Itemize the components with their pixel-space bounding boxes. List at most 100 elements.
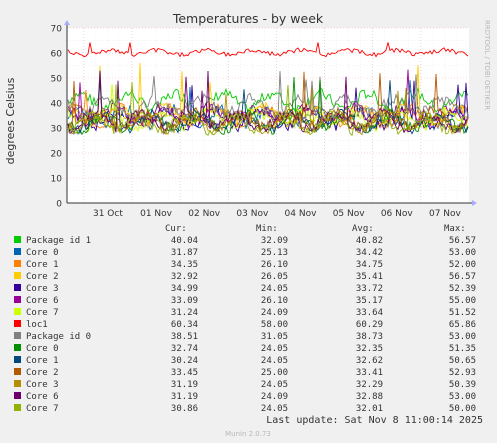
y-axis-arrow <box>64 20 70 25</box>
legend-cur-value: 30.86 <box>171 404 198 414</box>
legend-min-value: 26.05 <box>261 272 288 282</box>
legend-series-name: Core 1 <box>26 260 59 270</box>
legend-avg-value: 32.29 <box>356 380 383 390</box>
legend-swatch <box>14 368 21 375</box>
legend-min-value: 31.05 <box>261 332 288 342</box>
legend-swatch <box>14 332 21 339</box>
legend-min-value: 24.09 <box>261 392 288 402</box>
legend-avg-value: 33.41 <box>356 368 383 378</box>
legend-series-name: Core 2 <box>26 272 59 282</box>
legend-swatch <box>14 356 21 363</box>
legend-cur-value: 31.19 <box>171 380 198 390</box>
legend-avg-value: 32.88 <box>356 392 383 402</box>
series-line <box>67 71 469 121</box>
legend-avg-value: 35.41 <box>356 272 383 282</box>
legend-max-value: 52.93 <box>449 368 476 378</box>
legend-cur-value: 38.51 <box>171 332 198 342</box>
legend-max-value: 52.00 <box>449 260 476 270</box>
legend-series-name: Core 7 <box>26 308 59 318</box>
legend-avg-value: 40.82 <box>356 236 383 246</box>
legend-avg-value: 32.62 <box>356 356 383 366</box>
y-tick-label: 30 <box>51 125 63 135</box>
legend-series-name: Package id 0 <box>26 332 91 342</box>
legend-cur-value: 31.24 <box>171 308 198 318</box>
legend-avg-value: 32.35 <box>356 344 383 354</box>
x-tick-label: 01 Nov <box>140 209 173 219</box>
y-tick-label: 20 <box>51 150 63 160</box>
legend-series-name: Core 0 <box>26 344 59 354</box>
x-tick-label: 06 Nov <box>381 209 414 219</box>
series-line <box>67 71 469 134</box>
legend-swatch <box>14 272 21 279</box>
legend-series-name: Core 6 <box>26 392 59 402</box>
legend-avg-value: 38.73 <box>356 332 383 342</box>
legend-min-value: 25.00 <box>261 368 288 378</box>
y-tick-label: 0 <box>56 200 62 210</box>
legend-swatch <box>14 320 21 327</box>
legend-swatch <box>14 404 21 411</box>
legend-cur-value: 33.45 <box>171 368 198 378</box>
legend-cur-value: 40.04 <box>171 236 198 246</box>
legend-max-value: 52.39 <box>449 284 476 294</box>
legend-max-value: 53.00 <box>449 332 476 342</box>
legend-series-name: Core 1 <box>26 356 59 366</box>
legend-swatch <box>14 296 21 303</box>
legend-swatch <box>14 308 21 315</box>
legend-avg-value: 32.01 <box>356 404 383 414</box>
legend-max-value: 53.00 <box>449 248 476 258</box>
legend-avg-value: 35.17 <box>356 296 383 306</box>
legend-avg-value: 34.75 <box>356 260 383 270</box>
legend-swatch <box>14 248 21 255</box>
legend-column-header: Max: <box>444 224 466 234</box>
y-axis-label: degrees Celsius <box>4 77 17 164</box>
legend-series-name: loc1 <box>26 320 48 330</box>
legend-min-value: 24.05 <box>261 404 288 414</box>
x-tick-label: 04 Nov <box>285 209 318 219</box>
legend-series-name: Core 0 <box>26 248 59 258</box>
legend-cur-value: 30.24 <box>171 356 198 366</box>
x-tick-label: 05 Nov <box>333 209 366 219</box>
legend-min-value: 24.05 <box>261 380 288 390</box>
legend-cur-value: 34.35 <box>171 260 198 270</box>
legend-swatch <box>14 260 21 267</box>
legend-column-header: Cur: <box>165 224 187 234</box>
legend-column-header: Min: <box>256 224 278 234</box>
x-tick-label: 31 Oct <box>93 209 123 219</box>
y-tick-label: 50 <box>51 75 63 85</box>
legend-series-name: Core 6 <box>26 296 59 306</box>
legend-max-value: 65.86 <box>449 320 476 330</box>
legend-column-header: Avg: <box>352 224 374 234</box>
legend-max-value: 56.57 <box>449 236 476 246</box>
legend-avg-value: 34.42 <box>356 248 383 258</box>
legend-swatch <box>14 284 21 291</box>
series-line <box>67 84 469 133</box>
munin-version: Munin 2.0.73 <box>225 430 271 438</box>
legend-cur-value: 32.92 <box>171 272 198 282</box>
legend-cur-value: 60.34 <box>171 320 198 330</box>
legend-cur-value: 31.87 <box>171 248 198 258</box>
legend-swatch <box>14 392 21 399</box>
legend-cur-value: 34.99 <box>171 284 198 294</box>
x-tick-label: 07 Nov <box>429 209 462 219</box>
series-line <box>67 81 469 137</box>
y-tick-label: 10 <box>51 175 63 185</box>
legend-min-value: 24.05 <box>261 356 288 366</box>
legend-max-value: 51.52 <box>449 308 476 318</box>
y-tick-label: 70 <box>51 25 63 35</box>
legend-max-value: 50.65 <box>449 356 476 366</box>
legend-series-name: Core 3 <box>26 284 59 294</box>
x-axis-arrow <box>472 200 477 206</box>
legend-cur-value: 31.19 <box>171 392 198 402</box>
legend-min-value: 26.10 <box>261 296 288 306</box>
x-tick-label: 02 Nov <box>188 209 221 219</box>
legend-cur-value: 33.09 <box>171 296 198 306</box>
legend-series-name: Core 3 <box>26 380 59 390</box>
chart-title: Temperatures - by week <box>172 11 324 26</box>
y-tick-label: 60 <box>51 50 63 60</box>
last-update: Last update: Sat Nov 8 11:00:14 2025 <box>266 415 483 426</box>
legend-min-value: 24.05 <box>261 284 288 294</box>
legend-min-value: 24.05 <box>261 344 288 354</box>
legend-max-value: 50.00 <box>449 404 476 414</box>
legend-series-name: Core 7 <box>26 404 59 414</box>
